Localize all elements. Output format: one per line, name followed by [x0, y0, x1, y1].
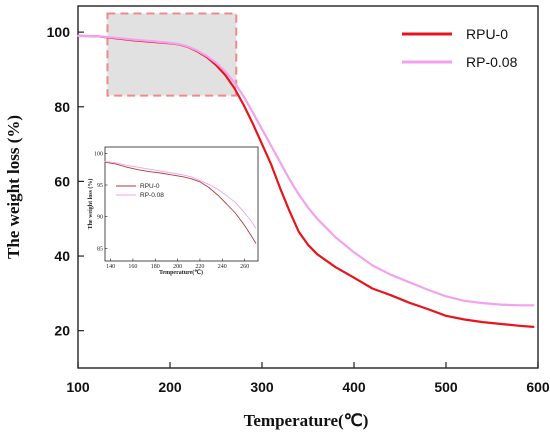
y-axis-title: The weight loss (%) — [4, 115, 23, 259]
y-tick-label: 40 — [54, 248, 70, 264]
main-x-ticks: 100 200 300 400 500 600 — [66, 362, 550, 395]
legend-label-rpu-0: RPU-0 — [466, 26, 508, 42]
inset-legend: RPU-0 RP-0.08 — [116, 183, 164, 199]
inset-series-group — [104, 161, 257, 244]
inset-legend-label-rpu-0: RPU-0 — [140, 183, 160, 190]
series-line-rp-0-08 — [76, 34, 535, 307]
inset-y-tick-label: 90 — [97, 215, 103, 221]
inset-series-line-rp-0-08 — [104, 161, 257, 229]
inset-x-tick-label: 200 — [173, 264, 182, 270]
inset-x-tick-label: 160 — [128, 264, 137, 270]
x-axis-title: Temperature(℃) — [244, 411, 369, 430]
inset-y-tick-label: 95 — [97, 183, 103, 189]
inset-x-tick-label: 140 — [106, 264, 115, 270]
x-tick-label: 500 — [434, 379, 458, 395]
x-tick-label: 400 — [342, 379, 366, 395]
x-tick-label: 300 — [250, 379, 274, 395]
main-y-ticks: 20 40 60 80 100 — [47, 24, 84, 339]
inset-y-tick-label: 100 — [94, 151, 103, 157]
inset-chart: 140 160 180 200 220 240 260 85 90 95 100 Temperat… — [87, 145, 260, 276]
inset-series-line-rpu-0 — [104, 161, 257, 244]
main-plot-frame — [77, 5, 539, 369]
highlight-region — [106, 12, 238, 97]
inset-x-ticks: 140 160 180 200 220 240 260 — [106, 258, 249, 270]
inset-x-tick-label: 240 — [218, 264, 227, 270]
inset-background — [88, 145, 260, 275]
inset-x-tick-label: 220 — [195, 264, 204, 270]
inset-x-tick-label: 180 — [151, 264, 160, 270]
x-tick-label: 200 — [158, 379, 182, 395]
y-tick-label: 100 — [47, 24, 71, 40]
inset-legend-label-rp-0-08: RP-0.08 — [140, 192, 164, 199]
main-series-group — [76, 34, 535, 328]
inset-y-ticks: 85 90 95 100 — [94, 151, 108, 252]
inset-x-axis-title: Temperature(℃) — [159, 269, 203, 276]
y-tick-label: 20 — [54, 323, 70, 339]
legend-label-rp-0-08: RP-0.08 — [466, 54, 518, 70]
y-tick-label: 60 — [54, 173, 70, 189]
x-tick-label: 600 — [526, 379, 550, 395]
inset-y-axis-title: The weight loss (%) — [87, 179, 94, 230]
x-tick-label: 100 — [66, 379, 90, 395]
inset-x-tick-label: 260 — [240, 264, 249, 270]
inset-y-tick-label: 85 — [97, 246, 103, 252]
y-tick-label: 80 — [54, 99, 70, 115]
inset-plot-frame — [104, 146, 259, 262]
main-legend: RPU-0 RP-0.08 — [402, 26, 518, 70]
